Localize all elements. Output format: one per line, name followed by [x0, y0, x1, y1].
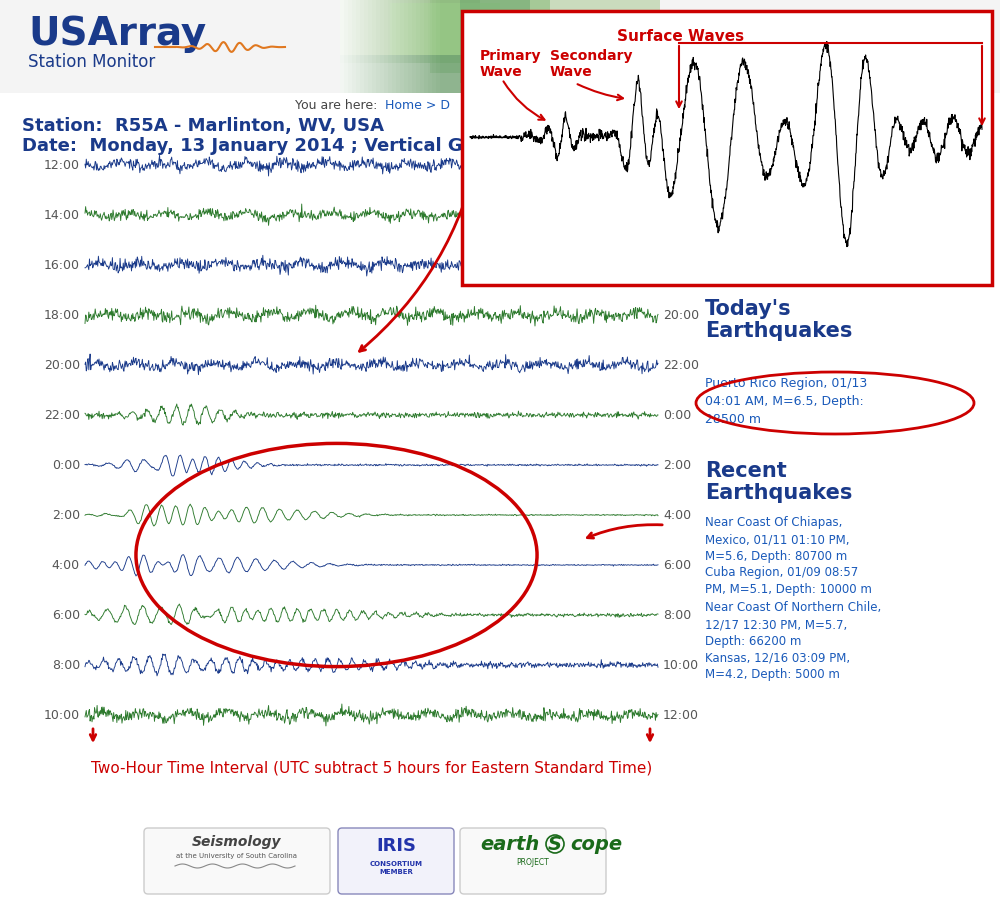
Bar: [408, 0, 412, 93]
Text: Puerto Rico Region, 01/13
04:01 AM, M=6.5, Depth:
28500 m: Puerto Rico Region, 01/13 04:01 AM, M=6.…: [705, 377, 867, 426]
FancyBboxPatch shape: [460, 828, 606, 894]
Text: cope: cope: [570, 834, 622, 854]
Text: 2:00: 2:00: [663, 458, 691, 471]
Bar: [364, 0, 368, 93]
Text: Primary
Wave: Primary Wave: [480, 49, 542, 79]
Bar: [436, 0, 440, 93]
Bar: [340, 0, 660, 93]
Text: 22:00: 22:00: [44, 408, 80, 422]
Text: 22:00: 22:00: [663, 359, 699, 372]
Bar: [0, 0, 1000, 93]
Bar: [430, 0, 550, 73]
Text: Home > D: Home > D: [385, 99, 450, 111]
Text: Earthquakes: Earthquakes: [705, 483, 852, 503]
Text: 12:00: 12:00: [44, 159, 80, 172]
Text: 14:00: 14:00: [663, 159, 699, 172]
Bar: [356, 0, 360, 93]
Bar: [360, 0, 364, 93]
Bar: [348, 0, 352, 93]
Bar: [416, 0, 420, 93]
Bar: [428, 0, 432, 93]
Bar: [340, 0, 480, 63]
Text: CONSORTIUM: CONSORTIUM: [370, 861, 422, 867]
Text: 0:00: 0:00: [663, 408, 691, 422]
Bar: [420, 0, 424, 93]
FancyBboxPatch shape: [144, 828, 330, 894]
Bar: [384, 0, 388, 93]
Text: Two-Hour Time Interval (UTC subtract 5 hours for Eastern Standard Time): Two-Hour Time Interval (UTC subtract 5 h…: [91, 760, 652, 775]
Text: 16:00: 16:00: [663, 208, 699, 222]
Text: 16:00: 16:00: [44, 258, 80, 271]
Text: Seismology: Seismology: [192, 835, 282, 849]
Text: 6:00: 6:00: [52, 608, 80, 622]
Bar: [376, 0, 380, 93]
Bar: [372, 0, 376, 93]
Text: Near Coast Of Chiapas,
Mexico, 01/11 01:10 PM,
M=5.6, Depth: 80700 m: Near Coast Of Chiapas, Mexico, 01/11 01:…: [705, 516, 850, 563]
Text: MEMBER: MEMBER: [379, 869, 413, 875]
Bar: [380, 0, 384, 93]
Text: Near Coast Of Northern Chile,
12/17 12:30 PM, M=5.7,
Depth: 66200 m: Near Coast Of Northern Chile, 12/17 12:3…: [705, 601, 881, 648]
Text: Station:  R55A - Marlinton, WV, USA: Station: R55A - Marlinton, WV, USA: [22, 117, 384, 135]
Text: 18:00: 18:00: [44, 309, 80, 321]
Text: 12:00: 12:00: [663, 708, 699, 721]
Text: IRIS: IRIS: [376, 837, 416, 855]
Text: earth: earth: [480, 834, 540, 854]
Text: 20:00: 20:00: [44, 359, 80, 372]
Bar: [400, 0, 404, 93]
Bar: [432, 0, 436, 93]
FancyBboxPatch shape: [462, 11, 992, 285]
Text: 10:00: 10:00: [663, 658, 699, 671]
Text: 8:00: 8:00: [52, 658, 80, 671]
Text: Secondary
Wave: Secondary Wave: [550, 49, 633, 79]
Text: Station: Station: [765, 262, 815, 276]
Bar: [390, 3, 500, 55]
Text: You are here:: You are here:: [295, 99, 381, 111]
Text: 4:00: 4:00: [52, 559, 80, 572]
Text: 6:00: 6:00: [663, 559, 691, 572]
Text: Today's: Today's: [705, 299, 792, 319]
Text: Cuba Region, 01/09 08:57
PM, M=5.1, Depth: 10000 m: Cuba Region, 01/09 08:57 PM, M=5.1, Dept…: [705, 566, 872, 596]
Bar: [340, 0, 344, 93]
Text: PROJECT: PROJECT: [517, 857, 549, 866]
Text: USArray: USArray: [28, 15, 206, 53]
Bar: [500, 48, 660, 93]
Bar: [412, 0, 416, 93]
Bar: [396, 0, 400, 93]
Text: Recent: Recent: [705, 461, 787, 481]
Bar: [392, 0, 396, 93]
Text: 20:00: 20:00: [663, 309, 699, 321]
Text: at the University of South Carolina: at the University of South Carolina: [176, 853, 298, 859]
Text: Surface Waves: Surface Waves: [617, 29, 744, 44]
Text: 10:00: 10:00: [44, 708, 80, 721]
Text: 4:00: 4:00: [663, 509, 691, 521]
Text: 18:00: 18:00: [663, 258, 699, 271]
Text: 0:00: 0:00: [52, 458, 80, 471]
Text: Station Monitor: Station Monitor: [28, 53, 155, 71]
Bar: [368, 0, 372, 93]
Text: Kansas, 12/16 03:09 PM,
M=4.2, Depth: 5000 m: Kansas, 12/16 03:09 PM, M=4.2, Depth: 50…: [705, 651, 850, 681]
Bar: [424, 0, 428, 93]
Bar: [352, 0, 356, 93]
Bar: [460, 0, 530, 83]
FancyBboxPatch shape: [722, 252, 858, 286]
Bar: [0, 0, 1000, 93]
Bar: [388, 0, 392, 93]
Bar: [340, 55, 500, 93]
Text: 14:00: 14:00: [44, 208, 80, 222]
Text: 8:00: 8:00: [663, 608, 691, 622]
Text: Date:  Monday, 13 January 2014 ; Vertical Ground Motion: Date: Monday, 13 January 2014 ; Vertical…: [22, 137, 598, 155]
Bar: [344, 0, 348, 93]
Text: S: S: [548, 834, 562, 854]
Text: Earthquakes: Earthquakes: [705, 321, 852, 341]
Bar: [404, 0, 408, 93]
Text: 2:00: 2:00: [52, 509, 80, 521]
FancyBboxPatch shape: [338, 828, 454, 894]
